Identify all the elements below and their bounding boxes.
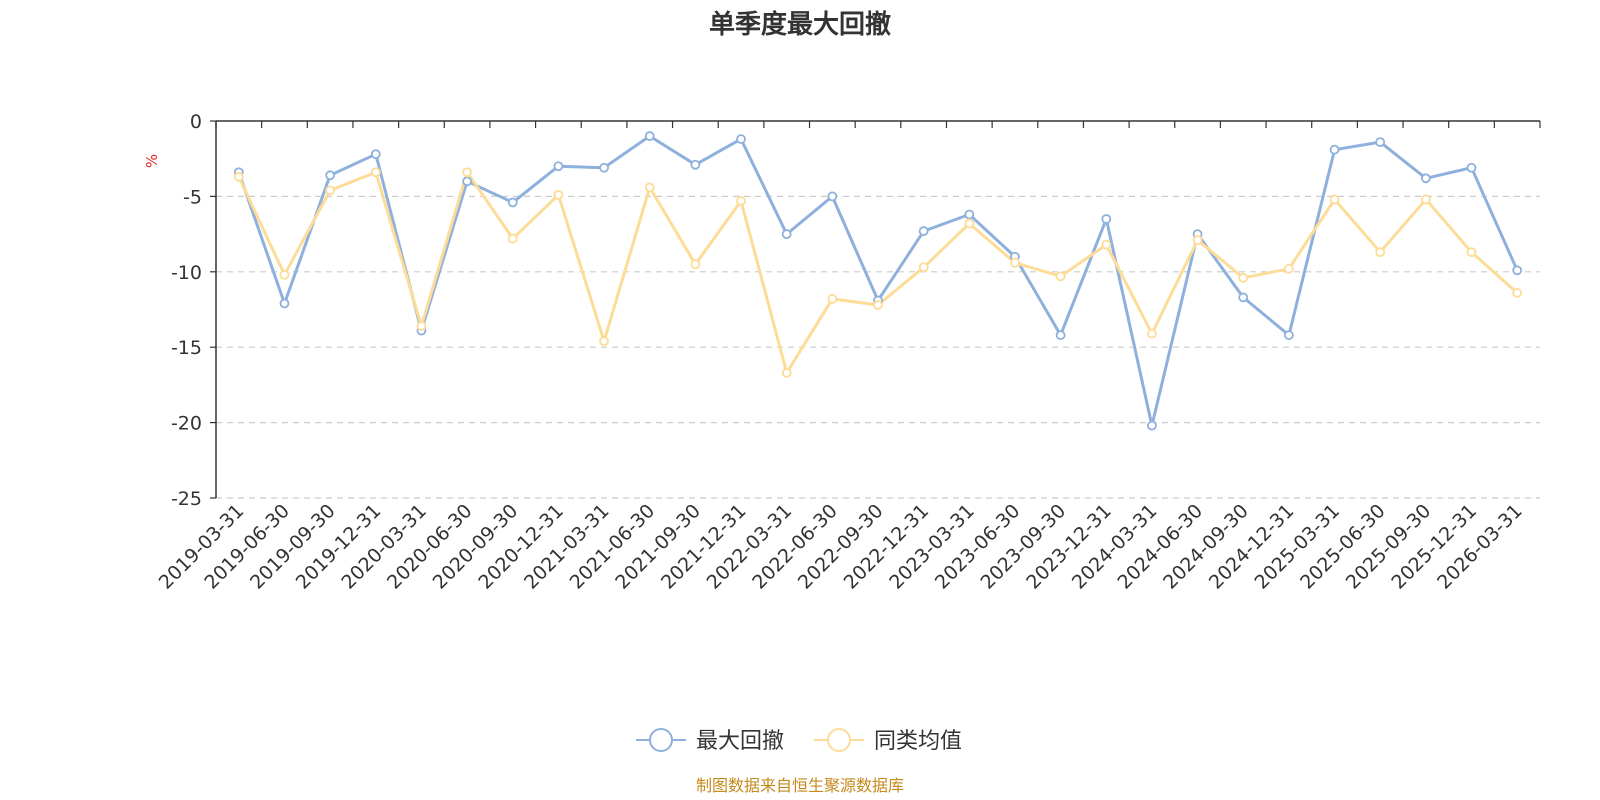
data-point xyxy=(279,298,290,309)
y-tick-label: 0 xyxy=(190,111,202,133)
grid-lines xyxy=(216,195,1540,499)
data-point xyxy=(1238,272,1249,283)
data-point xyxy=(827,191,838,202)
data-point xyxy=(644,182,655,193)
data-point xyxy=(781,367,792,378)
data-point xyxy=(1010,257,1020,268)
y-tick-labels: 0 -5 -10 -15 -20 -25 xyxy=(171,111,202,510)
data-point xyxy=(1420,194,1431,205)
legend-label: 最大回撤 xyxy=(696,729,784,754)
axes xyxy=(210,120,1541,499)
y-tick-label: -10 xyxy=(171,262,202,284)
data-point xyxy=(1420,173,1431,184)
data-point xyxy=(1238,292,1249,303)
data-point xyxy=(918,262,929,273)
data-point xyxy=(462,167,473,178)
y-tick-label: -25 xyxy=(171,488,202,510)
series-lines xyxy=(233,131,1523,431)
data-point xyxy=(279,269,290,280)
series-line xyxy=(237,170,1519,375)
legend-item[interactable]: 同类均值 xyxy=(814,728,962,754)
data-point xyxy=(462,176,473,187)
data-point xyxy=(964,209,975,220)
legend-marker xyxy=(649,728,673,752)
data-point xyxy=(599,336,609,347)
data-point xyxy=(736,196,746,206)
data-point xyxy=(873,300,883,310)
legend-marker xyxy=(827,728,851,752)
legend[interactable]: 最大回撤 同类均值 xyxy=(636,728,962,754)
data-point xyxy=(1329,144,1340,155)
data-point xyxy=(1375,247,1386,258)
y-axis-unit: % xyxy=(143,154,161,168)
x-tick-labels: 2019-03-312019-06-302019-09-302019-12-31… xyxy=(155,500,1527,594)
data-source-note: 制图数据来自恒生聚源数据库 xyxy=(696,776,904,795)
data-point xyxy=(1101,214,1112,224)
data-point xyxy=(644,131,655,141)
data-point xyxy=(1192,235,1203,246)
data-point xyxy=(1147,328,1157,339)
legend-item[interactable]: 最大回撤 xyxy=(636,728,784,754)
data-point xyxy=(370,149,381,160)
data-point xyxy=(553,161,564,172)
data-point xyxy=(736,134,746,144)
data-point xyxy=(416,321,427,331)
y-tick-label: -20 xyxy=(171,413,202,435)
data-point xyxy=(599,162,609,173)
data-point xyxy=(1283,330,1294,341)
data-point xyxy=(325,185,336,196)
data-point xyxy=(827,294,838,304)
data-point xyxy=(964,218,975,229)
data-point xyxy=(1466,247,1477,258)
data-point xyxy=(918,226,929,236)
data-point xyxy=(1055,330,1066,341)
data-point xyxy=(553,189,564,200)
data-point xyxy=(1375,137,1386,148)
chart-title: 单季度最大回撤 xyxy=(709,9,891,40)
data-point xyxy=(781,229,792,240)
data-point xyxy=(1101,239,1112,250)
data-point xyxy=(1466,162,1477,173)
data-point xyxy=(690,159,701,170)
series-line xyxy=(237,134,1519,428)
data-point xyxy=(1512,265,1523,276)
data-point xyxy=(325,170,336,181)
data-point xyxy=(370,167,381,178)
data-point xyxy=(507,233,518,244)
data-point xyxy=(1283,263,1294,274)
legend-label: 同类均值 xyxy=(874,729,962,754)
data-point xyxy=(1512,288,1523,298)
y-tick-label: -5 xyxy=(183,186,202,208)
data-point xyxy=(1329,194,1340,205)
data-point xyxy=(690,259,701,270)
data-point xyxy=(1147,420,1157,431)
y-tick-label: -15 xyxy=(171,337,202,359)
data-point xyxy=(1055,271,1066,282)
data-point xyxy=(507,197,518,208)
data-point xyxy=(233,171,244,182)
